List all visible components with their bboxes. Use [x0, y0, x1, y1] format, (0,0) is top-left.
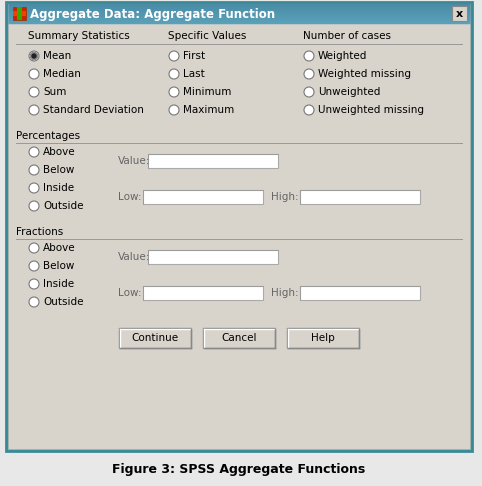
Text: Number of cases: Number of cases [303, 31, 391, 41]
Circle shape [169, 87, 179, 97]
Bar [300, 190, 420, 204]
Text: Unweighted missing: Unweighted missing [318, 105, 424, 115]
Text: Unweighted: Unweighted [318, 87, 380, 97]
Circle shape [304, 87, 314, 97]
Circle shape [169, 51, 179, 61]
Text: Above: Above [43, 147, 76, 157]
Text: Outside: Outside [43, 201, 83, 211]
Text: First: First [183, 51, 205, 61]
Bar [203, 328, 275, 348]
Text: Fractions: Fractions [16, 227, 63, 237]
Text: Sum: Sum [43, 87, 67, 97]
Bar [143, 286, 263, 300]
Text: Help: Help [311, 333, 335, 343]
Circle shape [304, 105, 314, 115]
Circle shape [304, 51, 314, 61]
Text: Value:: Value: [118, 252, 150, 262]
Bar [13, 7, 26, 20]
Circle shape [29, 147, 39, 157]
Text: Outside: Outside [43, 297, 83, 307]
Text: Mean: Mean [43, 51, 71, 61]
Circle shape [29, 105, 39, 115]
Circle shape [29, 183, 39, 193]
Text: Continue: Continue [132, 333, 178, 343]
Text: Value:: Value: [118, 156, 150, 166]
Text: Low:: Low: [118, 288, 142, 298]
Text: Above: Above [43, 243, 76, 253]
Text: Low:: Low: [118, 192, 142, 202]
Bar [119, 328, 191, 348]
Bar [13, 11, 26, 16]
Circle shape [29, 243, 39, 253]
Text: Specific Values: Specific Values [168, 31, 246, 41]
Bar [143, 190, 263, 204]
Text: Summary Statistics: Summary Statistics [28, 31, 130, 41]
Text: x: x [456, 8, 463, 18]
Circle shape [29, 261, 39, 271]
Bar [287, 328, 359, 348]
Circle shape [29, 51, 39, 61]
Text: Weighted: Weighted [318, 51, 367, 61]
Circle shape [29, 201, 39, 211]
Text: Median: Median [43, 69, 81, 79]
Bar [148, 250, 278, 264]
Circle shape [29, 279, 39, 289]
Bar [452, 6, 467, 21]
Text: Cancel: Cancel [221, 333, 257, 343]
Text: High:: High: [271, 192, 299, 202]
Circle shape [169, 69, 179, 79]
Text: Maximum: Maximum [183, 105, 234, 115]
Circle shape [304, 69, 314, 79]
Text: Weighted missing: Weighted missing [318, 69, 411, 79]
Circle shape [29, 69, 39, 79]
Bar [17, 7, 22, 20]
Text: Standard Deviation: Standard Deviation [43, 105, 144, 115]
Text: Figure 3: SPSS Aggregate Functions: Figure 3: SPSS Aggregate Functions [112, 463, 366, 475]
Circle shape [29, 297, 39, 307]
Text: Below: Below [43, 165, 74, 175]
Text: Inside: Inside [43, 279, 74, 289]
Text: High:: High: [271, 288, 299, 298]
Text: Inside: Inside [43, 183, 74, 193]
Text: Minimum: Minimum [183, 87, 231, 97]
Text: Below: Below [43, 261, 74, 271]
Circle shape [169, 105, 179, 115]
Circle shape [29, 165, 39, 175]
Text: Percentages: Percentages [16, 131, 80, 141]
Text: Aggregate Data: Aggregate Function: Aggregate Data: Aggregate Function [30, 7, 275, 20]
Bar [148, 154, 278, 168]
Text: Last: Last [183, 69, 205, 79]
Bar [300, 286, 420, 300]
Circle shape [31, 53, 37, 59]
Circle shape [29, 87, 39, 97]
